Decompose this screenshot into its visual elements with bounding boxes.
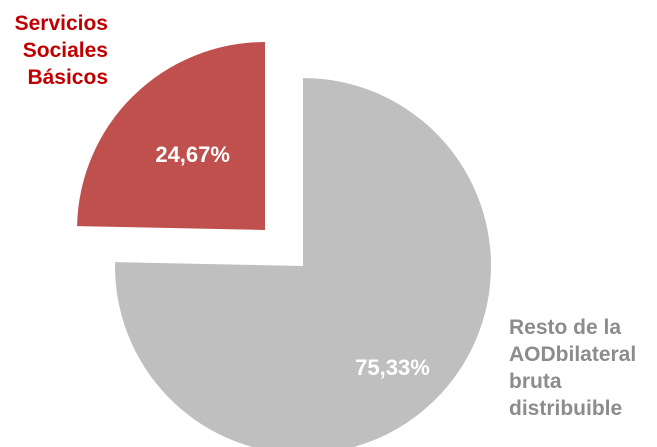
category-label-line: Servicios: [14, 12, 108, 35]
pie-slice-servicios-sociales-basicos: [77, 42, 266, 230]
data-label-resto-value: 75,33%: [355, 355, 430, 380]
category-label-line: distribuible: [509, 397, 623, 420]
category-label-resto: Resto de la AODbilateral bruta distribui…: [509, 314, 657, 422]
pie-slice-resto: [115, 78, 491, 447]
category-label-line: Sociales: [22, 39, 108, 62]
category-label-line: Resto de la: [509, 316, 622, 339]
category-label-line: bruta: [509, 370, 562, 393]
category-label-line: Básicos: [27, 66, 108, 89]
category-label-line: AODbilateral: [509, 343, 637, 366]
category-label-servicios: Servicios Sociales Básicos: [0, 10, 108, 91]
data-label-servicios-value: 24,67%: [155, 142, 230, 167]
